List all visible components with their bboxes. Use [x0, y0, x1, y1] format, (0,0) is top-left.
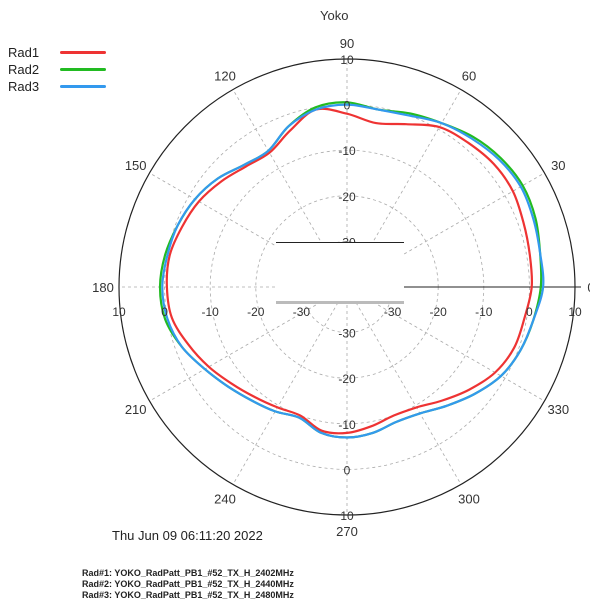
- angle-label: 210: [125, 402, 147, 417]
- radial-tick-label-top: -20: [338, 190, 356, 204]
- mask-bottom-border: [276, 301, 404, 304]
- radial-tick-label-top: -10: [338, 144, 356, 158]
- chart-title: Yoko: [320, 8, 349, 23]
- radial-tick-label-left: -10: [202, 305, 220, 319]
- mask-top-border: [276, 242, 404, 243]
- radial-tick-label-left: 0: [161, 305, 168, 319]
- timestamp: Thu Jun 09 06:11:20 2022: [112, 528, 263, 543]
- file-list: Rad#1: YOKO_RadPatt_PB1_#52_TX_H_2402MHz…: [82, 568, 294, 601]
- radial-tick-label-bottom: -30: [338, 327, 356, 341]
- series-line-rad1: [165, 107, 534, 435]
- radial-tick-label-right: 0: [526, 305, 533, 319]
- angle-label: 30: [551, 158, 565, 173]
- angle-label: 150: [125, 158, 147, 173]
- radial-tick-label-right: -20: [430, 305, 448, 319]
- radial-tick-label-left: -30: [293, 305, 311, 319]
- legend-entry: Rad2: [8, 61, 106, 78]
- grid-spoke: [232, 286, 348, 485]
- radial-tick-label-top: 10: [340, 53, 354, 67]
- series-line-rad3: [161, 103, 545, 439]
- radial-tick-label-bottom: -20: [338, 372, 356, 386]
- angle-label: 120: [214, 69, 236, 84]
- legend-entry: Rad3: [8, 78, 106, 95]
- radial-tick-label-left: -20: [247, 305, 265, 319]
- legend-swatch: [60, 68, 106, 71]
- radial-tick-label-bottom: -10: [338, 418, 356, 432]
- radial-tick-label-right: 10: [568, 305, 582, 319]
- legend-entry: Rad1: [8, 44, 106, 61]
- center-label-mask: [276, 242, 404, 304]
- angle-label: 240: [214, 491, 236, 506]
- angle-label: 90: [340, 36, 354, 51]
- angle-label: 60: [462, 69, 476, 84]
- angle-label: 270: [336, 524, 358, 539]
- legend-label: Rad1: [8, 45, 40, 60]
- radial-tick-label-bottom: 0: [344, 463, 351, 477]
- grid-spoke: [346, 286, 545, 402]
- radial-tick-label-top: 0: [344, 99, 351, 113]
- radial-tick-label-left: 10: [112, 305, 126, 319]
- grid-spoke: [346, 286, 462, 485]
- legend-swatch: [60, 51, 106, 54]
- angle-label: 180: [92, 280, 114, 295]
- angle-label: 330: [547, 402, 569, 417]
- grid-spoke: [149, 286, 348, 402]
- angle-label: 0: [587, 280, 590, 295]
- legend-label: Rad3: [8, 79, 40, 94]
- file-line: Rad#3: YOKO_RadPatt_PB1_#52_TX_H_2480MHz: [82, 590, 294, 600]
- legend-label: Rad2: [8, 62, 40, 77]
- file-line: Rad#2: YOKO_RadPatt_PB1_#52_TX_H_2440MHz: [82, 579, 294, 589]
- file-line: Rad#1: YOKO_RadPatt_PB1_#52_TX_H_2402MHz: [82, 568, 294, 578]
- angle-label: 300: [458, 491, 480, 506]
- legend-swatch: [60, 85, 106, 88]
- legend: Rad1 Rad2 Rad3: [8, 44, 106, 95]
- radial-tick-label-bottom: 10: [340, 509, 354, 523]
- radial-tick-label-right: -30: [384, 305, 402, 319]
- radial-tick-label-right: -10: [475, 305, 493, 319]
